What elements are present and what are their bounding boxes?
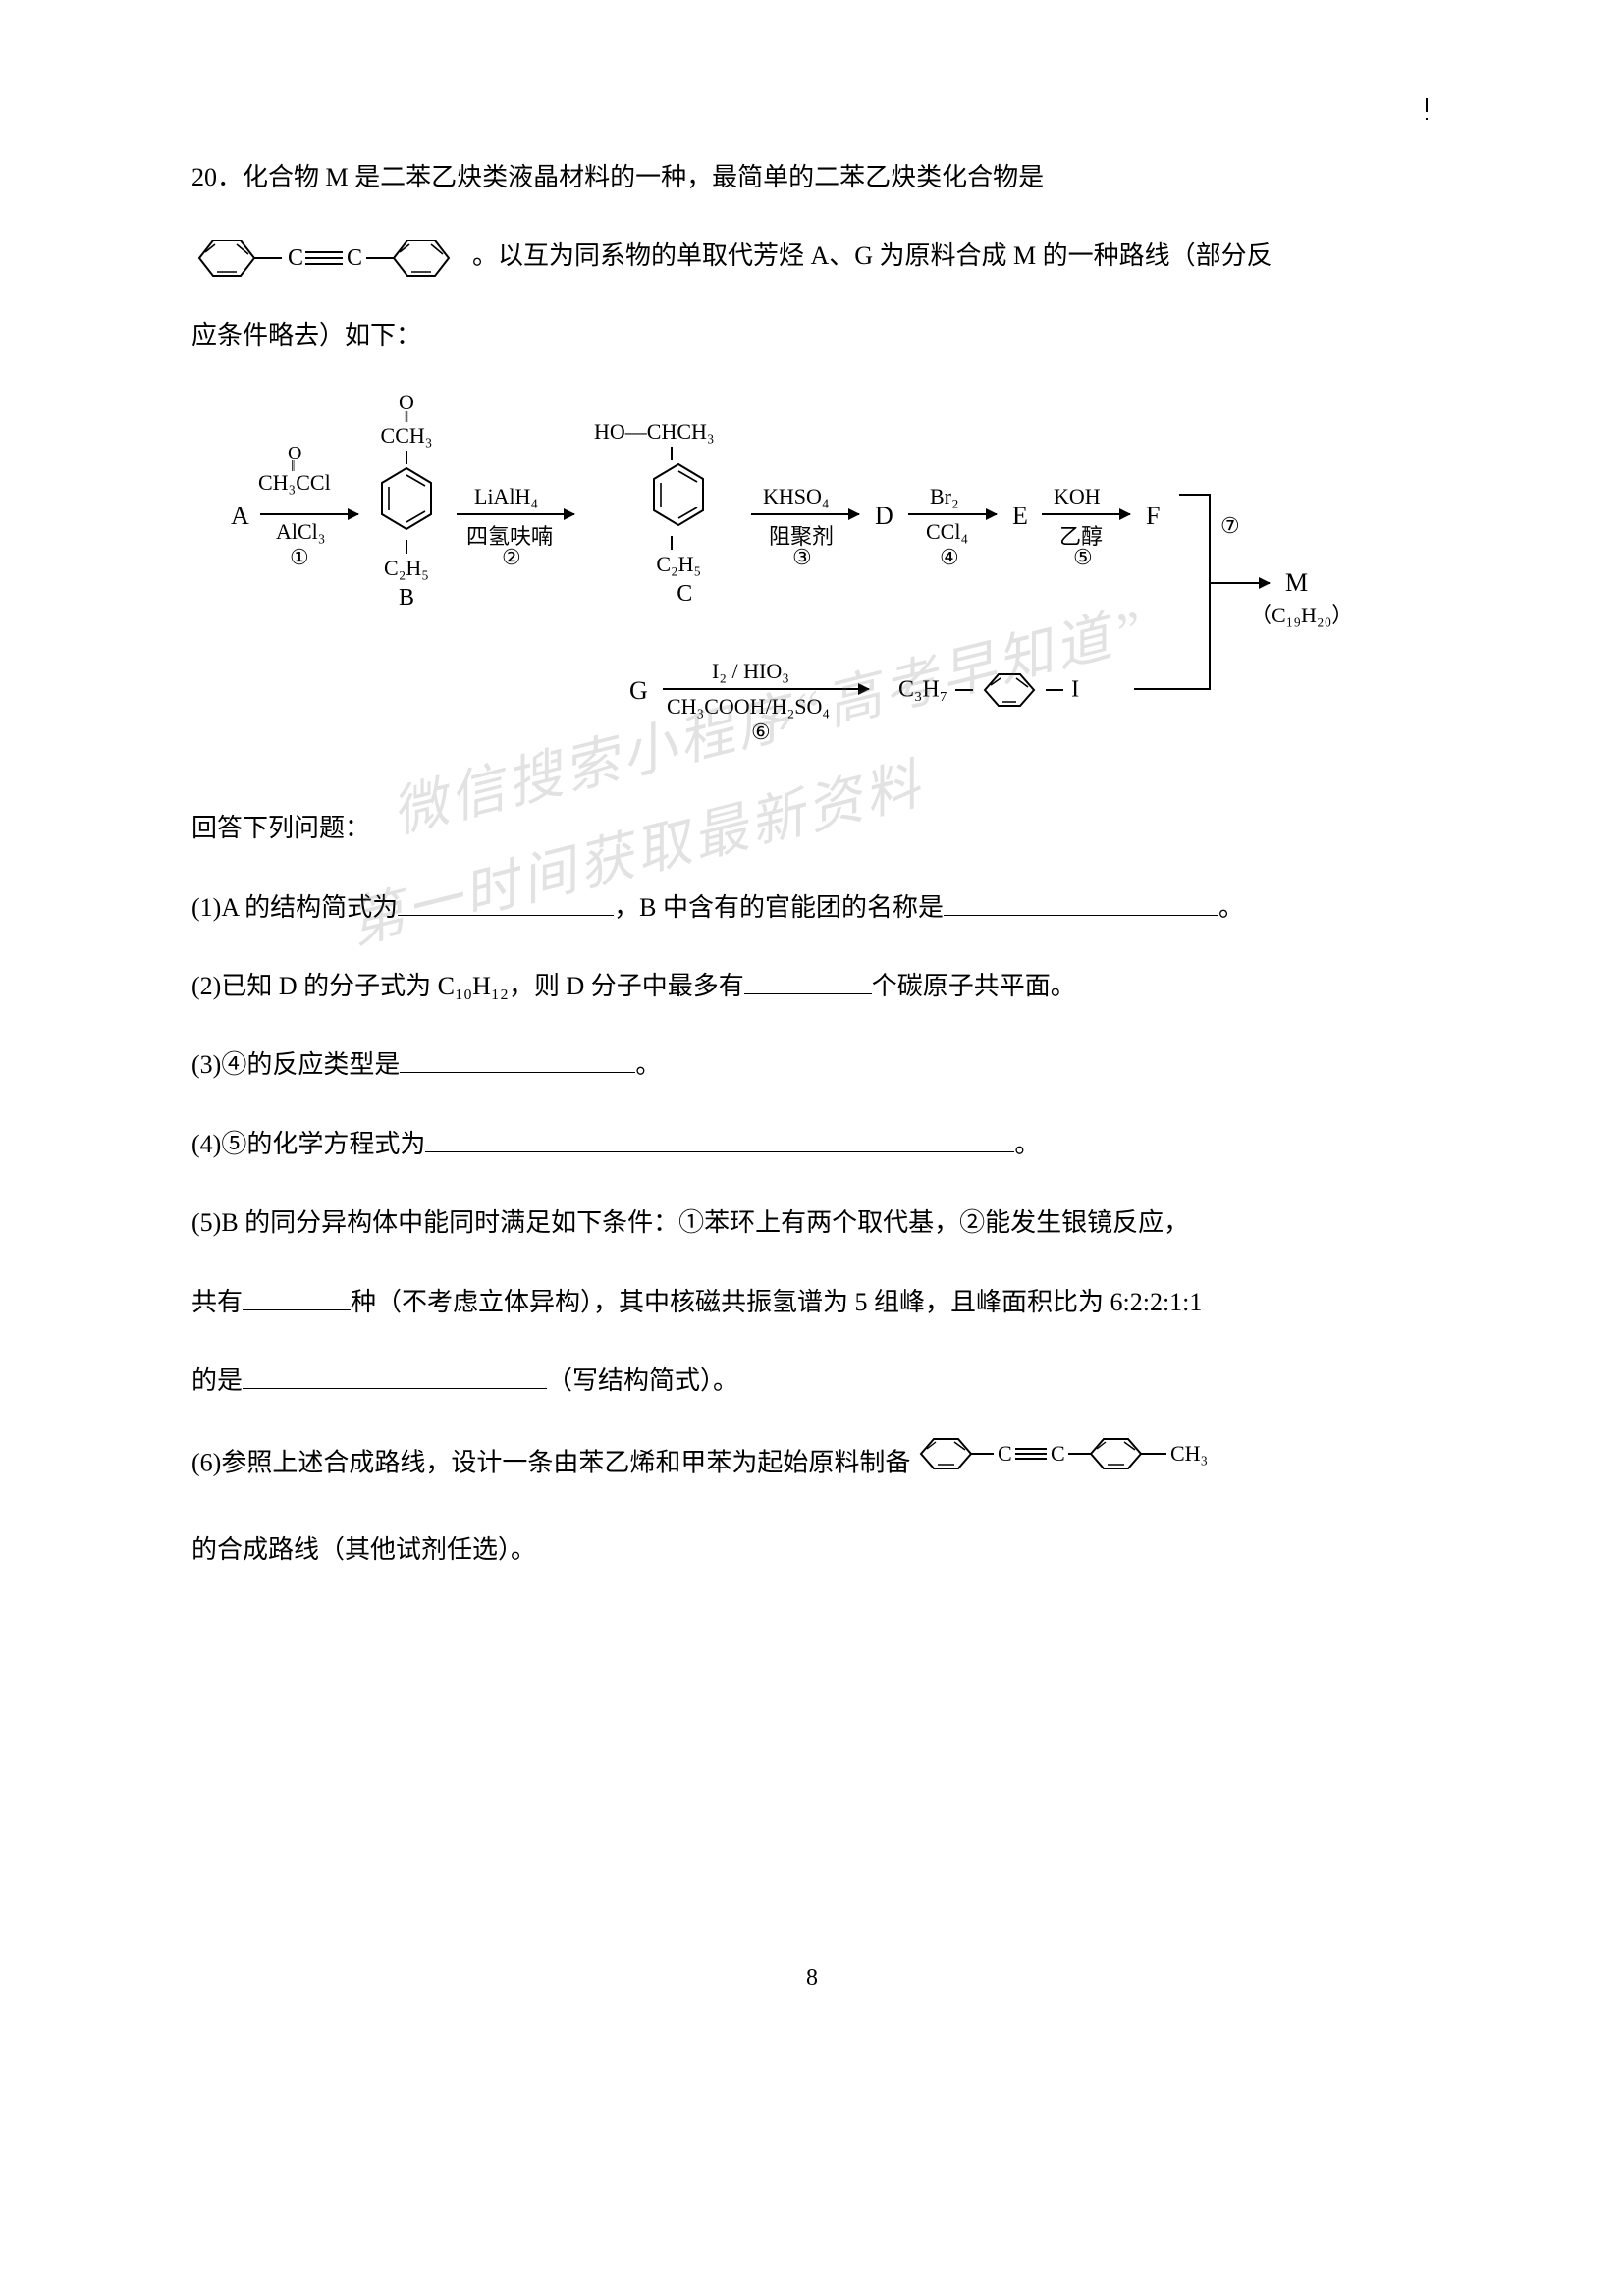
- step6-top: I₂ / HIO₃: [712, 659, 789, 684]
- node-g: G: [629, 676, 648, 706]
- q1-text-a: (1)A 的结构简式为: [191, 893, 398, 922]
- step2-top: LiAlH₄: [474, 484, 538, 509]
- page-number: 8: [0, 1965, 1624, 1992]
- step5-top: KOH: [1054, 484, 1101, 509]
- reaction-scheme: A O ‖ CH₃CCl AlCl₃ ① O ‖ CCH₃ C₂H₅: [231, 386, 1389, 769]
- arrow-5: [1042, 513, 1130, 515]
- node-c: HO—CHCH₃ C₂H₅ C: [594, 419, 715, 608]
- step6-bot: CH₃COOH/H₂SO₄: [667, 694, 830, 720]
- bracket-top: [1179, 494, 1211, 496]
- b-label: B: [378, 585, 435, 612]
- q3-text: (3)④的反应类型是: [191, 1050, 400, 1079]
- arrow-4: [908, 513, 997, 515]
- blank-q1a[interactable]: [398, 887, 614, 916]
- node-m: M: [1285, 568, 1308, 598]
- blank-q3[interactable]: [400, 1045, 635, 1074]
- iodine-label: I: [1071, 677, 1079, 703]
- q2-text-a: (2)已知 D 的分子式为 C₁₀H₁₂，则 D 分子中最多有: [191, 972, 744, 1000]
- step4-top: Br₂: [930, 484, 959, 509]
- blank-q5b[interactable]: [243, 1361, 547, 1389]
- step4-num: ④: [940, 545, 959, 570]
- step7-num: ⑦: [1220, 513, 1240, 539]
- q6-line2: 的合成路线（其他试剂任选）。: [191, 1520, 1433, 1580]
- blank-q1b[interactable]: [944, 887, 1218, 916]
- corner-mark-2: [1426, 118, 1428, 120]
- q20-intro: 20．化合物 M 是二苯乙炔类液晶材料的一种，最简单的二苯乙炔类化合物是: [191, 147, 1433, 208]
- aryl-iodide: C₃H₇ I: [898, 668, 1079, 712]
- arrow-6: [663, 688, 869, 690]
- node-b: O ‖ CCH₃ C₂H₅ B: [378, 392, 435, 612]
- step1-bot: AlCl₃: [276, 519, 325, 545]
- q20-after-struct2: 应条件略去）如下：: [191, 305, 1433, 366]
- bracket-bot-conn: [1134, 688, 1179, 690]
- m-formula: （C₁₉H₂₀）: [1250, 598, 1353, 629]
- c-c2h5: C₂H₅: [643, 552, 715, 577]
- svg-text:C: C: [347, 245, 362, 271]
- node-f: F: [1146, 502, 1160, 531]
- blank-q5a[interactable]: [243, 1282, 351, 1310]
- c-label: C: [655, 581, 715, 608]
- q4-text: (4)⑤的化学方程式为: [191, 1130, 425, 1158]
- b-cch3: CCH₃: [378, 423, 435, 449]
- q5-text-3a: 的是: [191, 1366, 243, 1395]
- c-top: HO—CHCH₃: [594, 419, 715, 445]
- step4-bot: CCl₄: [926, 519, 968, 545]
- q2: (2)已知 D 的分子式为 C₁₀H₁₂，则 D 分子中最多有 个碳原子共平面。: [191, 956, 1433, 1017]
- q5-line2: 共有 种（不考虑立体异构），其中核磁共振氢谱为 5 组峰，且峰面积比为 6:2:2…: [191, 1272, 1433, 1333]
- step1-top: O ‖ CH₃CCl: [258, 470, 331, 496]
- q6-text: (6)参照上述合成路线，设计一条由苯乙烯和甲苯为起始原料制备: [191, 1449, 910, 1477]
- b-c2h5: C₂H₅: [378, 556, 435, 581]
- step3-top: KHSO₄: [763, 484, 830, 509]
- q5-text-3b: （写结构简式）。: [547, 1366, 738, 1395]
- page-content: 20．化合物 M 是二苯乙炔类液晶材料的一种，最简单的二苯乙炔类化合物是 C C: [191, 147, 1433, 1580]
- q5-line1: (5)B 的同分异构体中能同时满足如下条件：①苯环上有两个取代基，②能发生银镜反…: [191, 1193, 1433, 1254]
- step2-num: ②: [502, 545, 521, 570]
- step5-num: ⑤: [1073, 545, 1093, 570]
- arrow-2: [457, 513, 574, 515]
- diphenylacetylene-icon: C C: [191, 231, 466, 286]
- q4: (4)⑤的化学方程式为 。: [191, 1114, 1433, 1175]
- bracket-vert: [1209, 494, 1211, 690]
- q3: (3)④的反应类型是 。: [191, 1035, 1433, 1095]
- node-a: A: [231, 502, 249, 531]
- arrow-1: [260, 513, 358, 515]
- q5-line3: 的是 （写结构简式）。: [191, 1351, 1433, 1412]
- bracket-bot: [1179, 688, 1211, 690]
- q1-text-b: ，B 中含有的官能团的名称是: [614, 893, 944, 922]
- q20-after-struct: 。以互为同系物的单取代芳烃 A、G 为原料合成 M 的一种路线（部分反: [472, 241, 1272, 270]
- svg-text:C: C: [288, 245, 303, 271]
- blank-q2[interactable]: [744, 966, 872, 994]
- blank-q4[interactable]: [425, 1124, 1014, 1152]
- q1: (1)A 的结构简式为 ，B 中含有的官能团的名称是 。: [191, 878, 1433, 938]
- node-d: D: [875, 502, 893, 531]
- step1-num: ①: [290, 545, 309, 570]
- q2-text-b: 个碳原子共平面。: [872, 972, 1076, 1000]
- c3h7-label: C₃H₇: [898, 677, 947, 703]
- arrow-3: [751, 513, 859, 515]
- q5-text-2b: 种（不考虑立体异构），其中核磁共振氢谱为 5 组峰，且峰面积比为 6:2:2:1…: [351, 1288, 1202, 1316]
- svg-text:C: C: [1051, 1441, 1065, 1466]
- corner-mark: [1426, 98, 1428, 112]
- q4-end: 。: [1014, 1130, 1040, 1158]
- answer-intro: 回答下列问题：: [191, 798, 1433, 859]
- benzene-icon: [981, 668, 1038, 712]
- q20-struct-line: C C 。以互为同系物的单取代芳烃 A、G 为原料合成 M 的一种路线（部分反: [191, 226, 1433, 287]
- q5-text-2a: 共有: [191, 1288, 243, 1316]
- svg-text:C: C: [998, 1441, 1012, 1466]
- q3-end: 。: [635, 1050, 661, 1079]
- q6-line1: (6)参照上述合成路线，设计一条由苯乙烯和甲苯为起始原料制备 C C CH₃: [191, 1429, 1433, 1501]
- node-e: E: [1012, 502, 1028, 531]
- step6-num: ⑥: [751, 720, 771, 745]
- benzene-icon: [650, 462, 707, 527]
- arrow-7: [1211, 582, 1270, 584]
- svg-text:CH₃: CH₃: [1170, 1441, 1208, 1466]
- target-molecule-icon: C C CH₃: [917, 1456, 1241, 1484]
- benzene-icon: [378, 466, 435, 531]
- q1-end: 。: [1218, 893, 1244, 922]
- step3-num: ③: [792, 545, 812, 570]
